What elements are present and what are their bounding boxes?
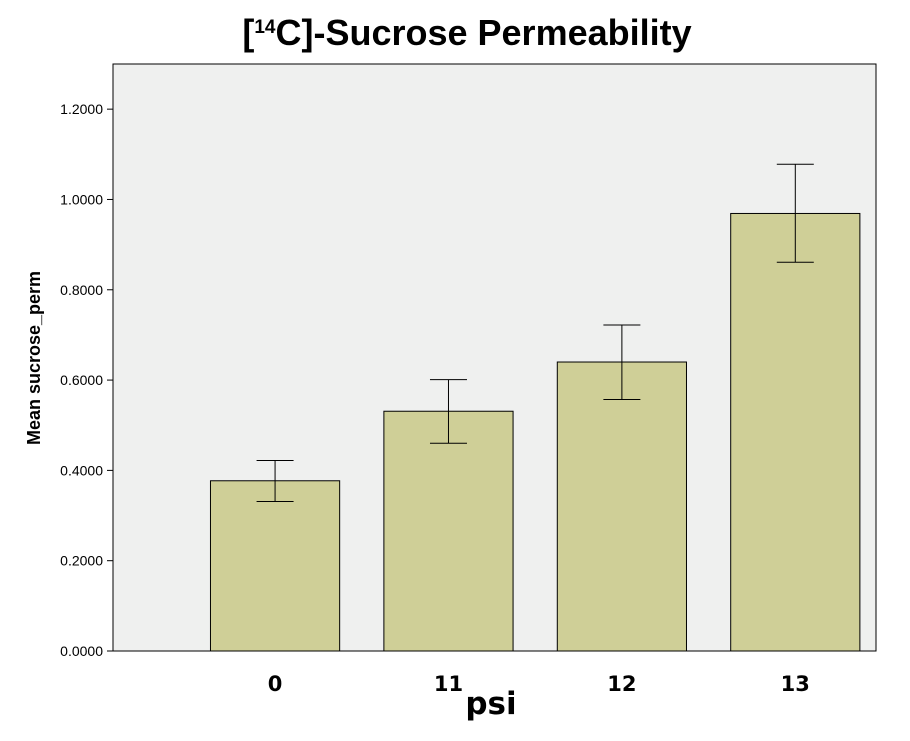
x-tick-label: 11	[434, 672, 463, 696]
error-bar-13	[776, 163, 814, 263]
x-tick-label: 13	[781, 672, 810, 696]
bar-11	[383, 410, 514, 652]
bar-12	[556, 361, 687, 652]
y-tick-label: 1.2000	[60, 101, 103, 117]
bars	[209, 212, 861, 652]
x-axis-title: psi	[465, 686, 516, 722]
chart-title-prefix: [	[242, 12, 254, 53]
error-bar-12	[603, 324, 641, 400]
y-tick-label: 1.0000	[60, 191, 103, 207]
y-tick-label: 0.8000	[60, 282, 103, 298]
chart-title-superscript: 14	[254, 17, 276, 38]
chart-title-suffix: C]-Sucrose Permeability	[275, 12, 691, 53]
y-tick-label: 0.2000	[60, 553, 103, 569]
x-axis: 0 11 12 13	[268, 672, 810, 696]
error-bar-0	[256, 459, 294, 503]
bar-13	[730, 212, 861, 652]
y-tick-label: 0.6000	[60, 372, 103, 388]
x-tick-label: 12	[607, 672, 636, 696]
y-tick-label: 0.0000	[60, 643, 103, 659]
y-tick-label: 0.4000	[60, 462, 103, 478]
error-bars	[256, 163, 814, 503]
x-tick-label: 0	[268, 672, 283, 696]
y-axis-title: Mean sucrose_perm	[24, 271, 44, 445]
chart-title: [14C]-Sucrose Permeability	[242, 12, 691, 53]
y-axis: 0.0000 0.2000 0.4000 0.6000 0.8000 1.0000 1.20…	[60, 101, 113, 659]
error-bar-11	[429, 379, 467, 444]
bar-0	[209, 480, 341, 652]
